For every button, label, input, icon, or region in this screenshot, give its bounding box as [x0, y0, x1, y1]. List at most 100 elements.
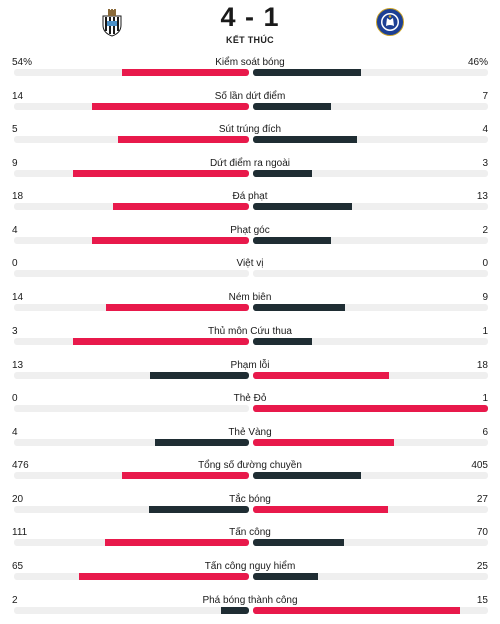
stat-row: 5 Sút trúng đích 4	[0, 124, 500, 158]
away-bar-track	[253, 69, 488, 76]
away-value: 405	[471, 460, 488, 471]
stat-label: Phạt góc	[230, 225, 270, 236]
away-bar-track	[253, 203, 488, 210]
home-value: 54%	[12, 57, 33, 68]
stat-row: 14 Số lần dứt điểm 7	[0, 91, 500, 125]
stat-label: Đá phạt	[232, 191, 268, 202]
home-bar-fill	[113, 203, 249, 210]
away-bar-track	[253, 304, 488, 311]
home-value: 4	[12, 427, 18, 438]
home-bar-track	[14, 203, 249, 210]
home-value: 14	[12, 292, 24, 303]
home-bar-fill	[221, 607, 249, 614]
away-bar-track	[253, 170, 488, 177]
away-value: 25	[476, 561, 488, 572]
stat-label: Số lần dứt điểm	[214, 91, 286, 102]
away-bar-fill	[253, 170, 312, 177]
home-bar-fill	[73, 170, 249, 177]
home-value: 4	[12, 225, 18, 236]
away-bar-track	[253, 372, 488, 379]
away-bar-fill	[253, 607, 460, 614]
stat-row: 20 Tắc bóng 27	[0, 494, 500, 528]
away-value: 18	[476, 360, 488, 371]
away-bar-track	[253, 136, 488, 143]
home-bar-track	[14, 506, 249, 513]
away-bar-track	[253, 607, 488, 614]
stat-label: Kiểm soát bóng	[215, 57, 285, 68]
away-bar-fill	[253, 573, 318, 580]
home-value: 5	[12, 124, 18, 135]
home-value: 18	[12, 191, 24, 202]
stat-row: 0 Thẻ Đỏ 1	[0, 393, 500, 427]
home-bar-track	[14, 270, 249, 277]
home-value: 3	[12, 326, 18, 337]
away-value: 2	[482, 225, 488, 236]
away-bar-fill	[253, 338, 312, 345]
home-bar-fill	[105, 539, 249, 546]
match-header: 4 - 1 KẾT THÚC	[0, 0, 500, 52]
home-bar-track	[14, 372, 249, 379]
home-bar-track	[14, 338, 249, 345]
away-bar-track	[253, 439, 488, 446]
away-bar-track	[253, 103, 488, 110]
away-bar-track	[253, 506, 488, 513]
home-bar-track	[14, 539, 249, 546]
away-bar-fill	[253, 237, 331, 244]
away-value: 4	[482, 124, 488, 135]
home-value: 0	[12, 258, 18, 269]
away-value: 27	[476, 494, 488, 505]
match-score: 4 - 1	[220, 2, 280, 32]
home-value: 14	[12, 91, 24, 102]
home-bar-track	[14, 136, 249, 143]
home-bar-fill	[79, 573, 249, 580]
home-bar-fill	[92, 103, 249, 110]
home-bar-track	[14, 237, 249, 244]
home-bar-track	[14, 405, 249, 412]
home-bar-fill	[118, 136, 249, 143]
away-bar-fill	[253, 304, 345, 311]
away-value: 15	[476, 595, 488, 606]
home-bar-fill	[122, 69, 249, 76]
match-status: KẾT THÚC	[226, 35, 274, 45]
stat-label: Tắc bóng	[229, 494, 271, 505]
newcastle-crest-icon[interactable]	[97, 7, 127, 37]
stat-label: Tấn công	[229, 527, 271, 538]
away-bar-fill	[253, 506, 388, 513]
away-bar-fill	[253, 372, 389, 379]
away-value: 70	[476, 527, 488, 538]
home-bar-track	[14, 170, 249, 177]
stat-row: 9 Dứt điểm ra ngoài 3	[0, 158, 500, 192]
stat-row: 0 Việt vị 0	[0, 258, 500, 292]
home-bar-track	[14, 69, 249, 76]
home-bar-track	[14, 472, 249, 479]
away-value: 46%	[467, 57, 488, 68]
away-value: 13	[476, 191, 488, 202]
away-value: 9	[482, 292, 488, 303]
away-value: 1	[482, 393, 488, 404]
home-value: 13	[12, 360, 24, 371]
away-bar-track	[253, 405, 488, 412]
stat-label: Thẻ Vàng	[228, 427, 272, 438]
stat-label: Thẻ Đỏ	[233, 393, 267, 404]
stat-label: Ném biên	[228, 292, 272, 303]
home-bar-fill	[73, 338, 249, 345]
away-bar-track	[253, 338, 488, 345]
home-bar-fill	[150, 372, 249, 379]
home-bar-fill	[92, 237, 249, 244]
stat-label: Tấn công nguy hiểm	[204, 561, 296, 572]
stat-row: 3 Thủ môn Cứu thua 1	[0, 326, 500, 360]
stat-label: Tổng số đường chuyền	[198, 460, 302, 471]
stat-row: 13 Phạm lỗi 18	[0, 360, 500, 394]
away-bar-fill	[253, 69, 361, 76]
home-bar-track	[14, 103, 249, 110]
chelsea-crest-icon[interactable]	[375, 7, 405, 37]
home-bar-track	[14, 573, 249, 580]
away-value: 3	[482, 158, 488, 169]
away-value: 0	[482, 258, 488, 269]
home-bar-fill	[155, 439, 249, 446]
away-bar-fill	[253, 539, 344, 546]
away-bar-track	[253, 237, 488, 244]
home-bar-fill	[106, 304, 249, 311]
stat-label: Phạm lỗi	[230, 360, 270, 371]
stat-row: 111 Tấn công 70	[0, 527, 500, 561]
